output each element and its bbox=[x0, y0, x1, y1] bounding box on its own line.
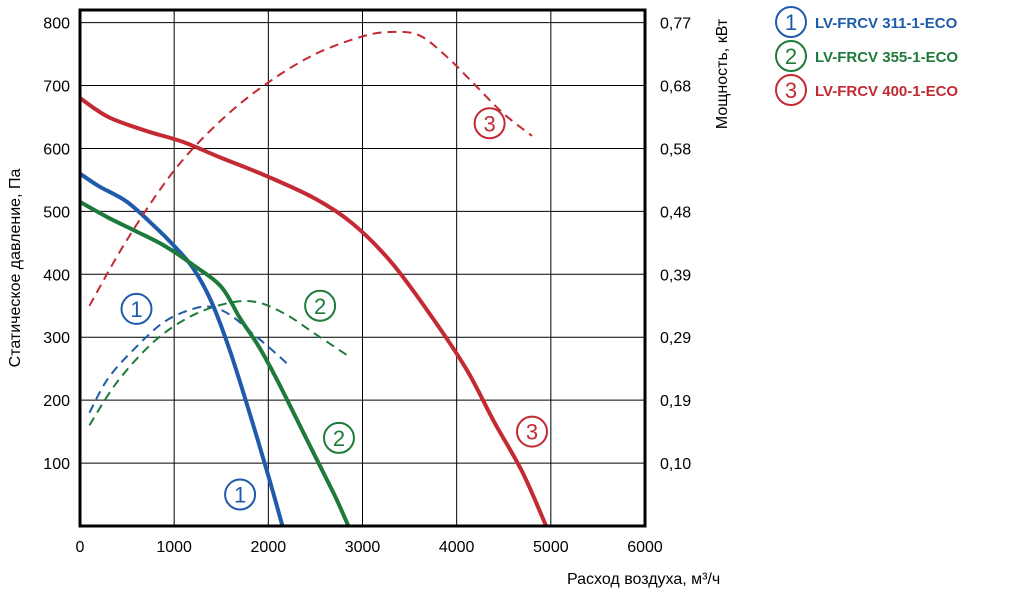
x-axis-title: Расход воздуха, м³/ч bbox=[567, 571, 720, 588]
legend-label-3: LV-FRCV 400-1-ECO bbox=[815, 83, 958, 100]
curve-marker-3-1: 3 bbox=[473, 107, 506, 140]
y-right-tick-label: 0,68 bbox=[660, 79, 691, 96]
power-curve-3 bbox=[88, 30, 533, 307]
y-left-tick-label: 300 bbox=[43, 330, 70, 347]
svg-text:3: 3 bbox=[785, 78, 797, 103]
svg-text:1: 1 bbox=[130, 297, 142, 322]
x-tick-label: 5000 bbox=[533, 539, 569, 556]
legend-label-1: LV-FRCV 311-1-ECO bbox=[815, 15, 958, 32]
legend-label-2: LV-FRCV 355-1-ECO bbox=[815, 49, 958, 66]
x-tick-label: 2000 bbox=[251, 539, 287, 556]
svg-text:2: 2 bbox=[314, 294, 326, 319]
svg-text:3: 3 bbox=[526, 420, 538, 445]
curve-marker-1-1: 1 bbox=[120, 292, 153, 325]
pressure-curve-3 bbox=[78, 96, 548, 527]
svg-text:1: 1 bbox=[785, 10, 797, 35]
legend-marker-1: 1 bbox=[775, 6, 807, 38]
y-right-tick-label: 0,29 bbox=[660, 330, 691, 347]
y-right-tick-label: 0,58 bbox=[660, 141, 691, 158]
y-left-tick-label: 200 bbox=[43, 393, 70, 410]
y-left-tick-label: 100 bbox=[43, 456, 70, 473]
curve-marker-1-2: 1 bbox=[224, 478, 257, 511]
pressure-curve-2 bbox=[79, 200, 351, 527]
y-right-tick-label: 0,10 bbox=[660, 456, 691, 473]
curves-layer bbox=[78, 30, 548, 527]
curve-markers: 1 1 2 2 3 3 bbox=[120, 107, 548, 511]
y-left-tick-label: 400 bbox=[43, 267, 70, 284]
power-curve-2 bbox=[88, 300, 349, 426]
svg-text:3: 3 bbox=[484, 111, 496, 136]
y-left-tick-label: 600 bbox=[43, 141, 70, 158]
grid-lines bbox=[80, 10, 645, 526]
y-right-tick-label: 0,48 bbox=[660, 204, 691, 221]
tick-labels: 0 1000 2000 3000 4000 5000 6000 100 200 300 400 500… bbox=[43, 16, 691, 556]
curve-marker-2-1: 2 bbox=[304, 289, 337, 322]
x-tick-label: 3000 bbox=[345, 539, 381, 556]
y-axis-left-title: Статическое давление, Па bbox=[7, 169, 24, 368]
svg-text:2: 2 bbox=[333, 426, 345, 451]
svg-text:1: 1 bbox=[234, 483, 246, 508]
pressure-curve-1 bbox=[78, 171, 285, 527]
y-left-tick-label: 500 bbox=[43, 204, 70, 221]
legend-marker-3: 3 bbox=[775, 74, 807, 106]
svg-text:2: 2 bbox=[785, 44, 797, 69]
y-right-tick-label: 0,19 bbox=[660, 393, 691, 410]
curve-marker-3-2: 3 bbox=[516, 415, 548, 448]
y-left-tick-label: 800 bbox=[43, 16, 70, 33]
y-right-tick-label: 0,39 bbox=[660, 267, 691, 284]
legend-marker-2: 2 bbox=[775, 40, 807, 72]
x-tick-label: 6000 bbox=[627, 539, 663, 556]
y-axis-right-title: Мощность, кВт bbox=[714, 18, 731, 129]
x-tick-label: 4000 bbox=[439, 539, 475, 556]
y-right-tick-label: 0,77 bbox=[660, 16, 691, 33]
curve-marker-2-2: 2 bbox=[322, 421, 355, 454]
x-tick-label: 1000 bbox=[156, 539, 192, 556]
plot-frame bbox=[78, 8, 647, 528]
power-curve-1 bbox=[88, 305, 288, 414]
y-left-tick-label: 700 bbox=[43, 79, 70, 96]
legend: 1 LV-FRCV 311-1-ECO 2 LV-FRCV 355-1-ECO 3 LV-… bbox=[775, 6, 958, 106]
x-tick-label: 0 bbox=[76, 539, 85, 556]
